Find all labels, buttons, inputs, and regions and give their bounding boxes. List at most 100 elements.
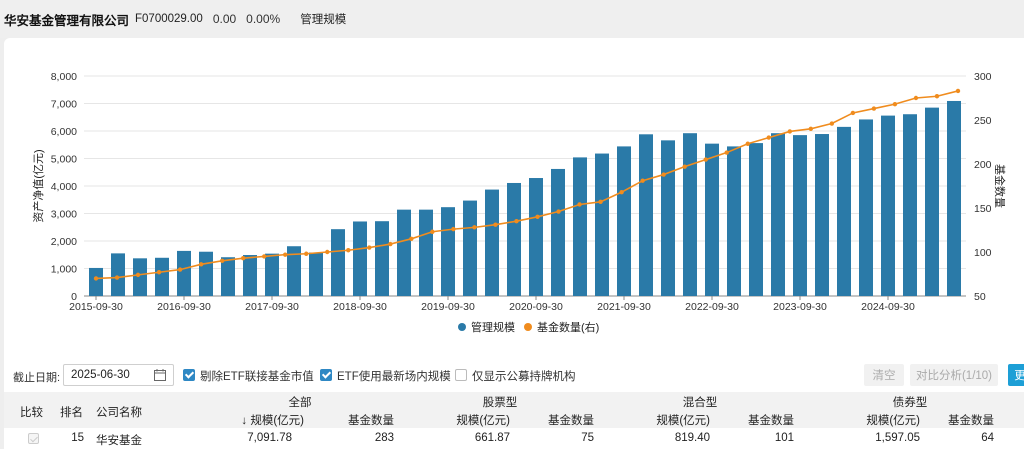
bar <box>265 253 279 296</box>
left-tick-label: 8,000 <box>51 71 77 83</box>
count-point <box>114 275 120 280</box>
more-button[interactable]: 更 <box>1008 364 1024 386</box>
left-tick-label: 5,000 <box>51 154 77 166</box>
section-title: 管理规模 <box>300 14 347 26</box>
etf-latest-scale-checkbox[interactable] <box>320 369 332 381</box>
x-tick-label: 2021-09-30 <box>597 301 651 313</box>
right-tick-label: 250 <box>974 115 992 127</box>
legend-line-marker <box>524 323 532 331</box>
col-mixed-scale[interactable]: 规模(亿元) <box>656 415 710 427</box>
x-tick-label: 2017-09-30 <box>245 301 299 313</box>
x-tick-label: 2015-09-30 <box>69 301 123 313</box>
count-point <box>261 254 267 259</box>
licensed-only-checkbox[interactable] <box>455 369 467 381</box>
col-bond-scale[interactable]: 规模(亿元) <box>866 415 920 427</box>
count-point <box>829 121 835 126</box>
count-point <box>724 150 729 155</box>
count-point <box>892 101 898 107</box>
col-bond-count[interactable]: 基金数量 <box>948 415 994 427</box>
company-name: 华安基金管理有限公司 <box>4 13 130 28</box>
bar <box>551 168 565 296</box>
bar <box>287 246 301 296</box>
x-tick-label: 2019-09-30 <box>421 301 475 313</box>
company-code: F0700029.00 <box>135 13 203 25</box>
left-tick-label: 4,000 <box>51 181 77 193</box>
count-point <box>177 267 183 272</box>
table-row[interactable]: 15 华安基金 7,091.78 283 661.87 75 819.40 10… <box>4 428 1024 449</box>
count-point <box>451 226 456 232</box>
col-mixed-count[interactable]: 基金数量 <box>748 415 794 427</box>
bar <box>639 134 653 296</box>
right-tick-label: 100 <box>974 247 992 259</box>
content-panel: 0 1,000 2,000 3,000 4,000 5,000 6,000 7,000 8,00… <box>4 38 1024 449</box>
bar <box>463 200 477 296</box>
x-tick-label: 2018-09-30 <box>333 301 387 313</box>
bar <box>331 229 345 296</box>
count-point <box>93 276 99 281</box>
col-rank: 排名 <box>60 407 83 419</box>
bar <box>793 135 807 296</box>
left-tick-label: 0 <box>71 291 77 303</box>
row-bond-count: 64 <box>981 432 994 444</box>
count-point <box>703 157 708 162</box>
count-point <box>913 95 919 101</box>
row-company-name[interactable]: 华安基金 <box>96 435 142 447</box>
col-all-scale-sorted[interactable]: ↓ 规模(亿元) <box>241 415 304 427</box>
scale-chart: 0 1,000 2,000 3,000 4,000 5,000 6,000 7,000 8,00… <box>31 71 1007 334</box>
col-stock-scale[interactable]: 规模(亿元) <box>456 415 510 427</box>
x-tick-label: 2016-09-30 <box>157 301 211 313</box>
count-point <box>661 172 666 177</box>
count-point <box>514 219 519 224</box>
licensed-only-label: 仅显示公募持牌机构 <box>472 371 576 383</box>
bar <box>89 267 103 296</box>
date-value: 2025-06-30 <box>71 369 130 381</box>
count-point <box>325 249 330 255</box>
row-mixed-count: 101 <box>774 432 794 444</box>
count-point <box>472 225 477 230</box>
group-mixed: 混合型 <box>682 397 718 409</box>
bar <box>353 221 367 296</box>
bar <box>155 257 169 296</box>
bar <box>309 252 323 296</box>
count-point <box>556 209 561 214</box>
clear-button[interactable]: 清空 <box>864 364 904 386</box>
left-axis-label: 资产净值(亿元) <box>31 149 45 222</box>
count-point <box>493 222 498 227</box>
calendar-icon[interactable] <box>154 369 166 381</box>
bar <box>837 126 851 296</box>
compare-button[interactable]: 对比分析(1/10) <box>910 364 998 386</box>
group-bond: 债券型 <box>892 397 928 409</box>
count-point <box>240 255 246 261</box>
filter-toolbar: 截止日期: 2025-06-30 剔除ETF联接基金市值 ETF使用最新场内规模… <box>4 364 1024 388</box>
bar <box>727 146 741 296</box>
exclude-etf-link-label: 剔除ETF联接基金市值 <box>200 371 314 383</box>
group-stock: 股票型 <box>482 397 518 409</box>
col-stock-count[interactable]: 基金数量 <box>548 415 594 427</box>
count-point <box>955 88 961 94</box>
count-point <box>535 214 540 219</box>
bar <box>705 143 719 296</box>
bar <box>617 146 631 296</box>
x-tick-label: 2022-09-30 <box>685 301 739 313</box>
row-bond-scale: 1,597.05 <box>875 432 920 444</box>
date-input[interactable]: 2025-06-30 <box>63 364 174 386</box>
exclude-etf-link-checkbox[interactable] <box>183 369 195 381</box>
count-point <box>577 202 582 207</box>
row-compare-checkbox[interactable] <box>28 433 39 444</box>
x-tick-label: 2023-09-30 <box>773 301 827 313</box>
left-tick-label: 1,000 <box>51 264 77 276</box>
bar <box>771 133 785 296</box>
bar <box>529 178 543 296</box>
left-tick-label: 6,000 <box>51 126 77 138</box>
bar <box>221 257 235 296</box>
bar <box>375 221 389 296</box>
count-point <box>367 245 372 250</box>
x-tick-label: 2020-09-30 <box>509 301 563 313</box>
table-header: 比较 排名 公司名称 全部 股票型 混合型 债券型 ↓ 规模(亿元) 基金数量 … <box>4 392 1024 428</box>
count-point <box>766 135 771 140</box>
col-all-count[interactable]: 基金数量 <box>348 415 394 427</box>
left-tick-label: 3,000 <box>51 209 77 221</box>
legend-bar-marker <box>458 323 466 331</box>
count-point <box>682 164 687 169</box>
count-point <box>934 94 940 99</box>
